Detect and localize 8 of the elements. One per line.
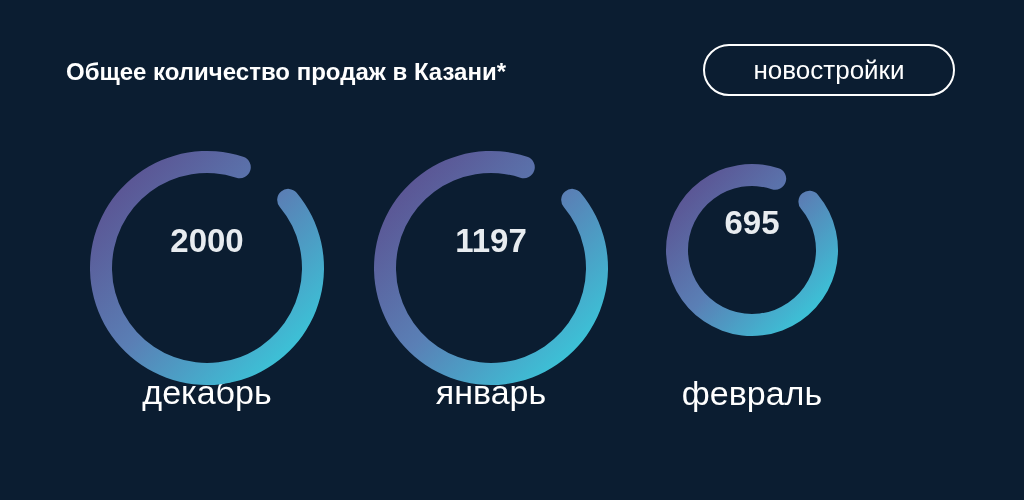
data-label: 1197 — [455, 221, 527, 259]
category-label: февраль — [681, 374, 823, 412]
text: новостройки — [703, 44, 955, 96]
data-label: 695 — [724, 203, 780, 241]
category-label: декабрь — [142, 373, 272, 411]
data-label: 2000 — [170, 221, 244, 259]
text: Общее количество продаж в Казани* — [66, 58, 507, 86]
category-label: январь — [435, 373, 547, 411]
